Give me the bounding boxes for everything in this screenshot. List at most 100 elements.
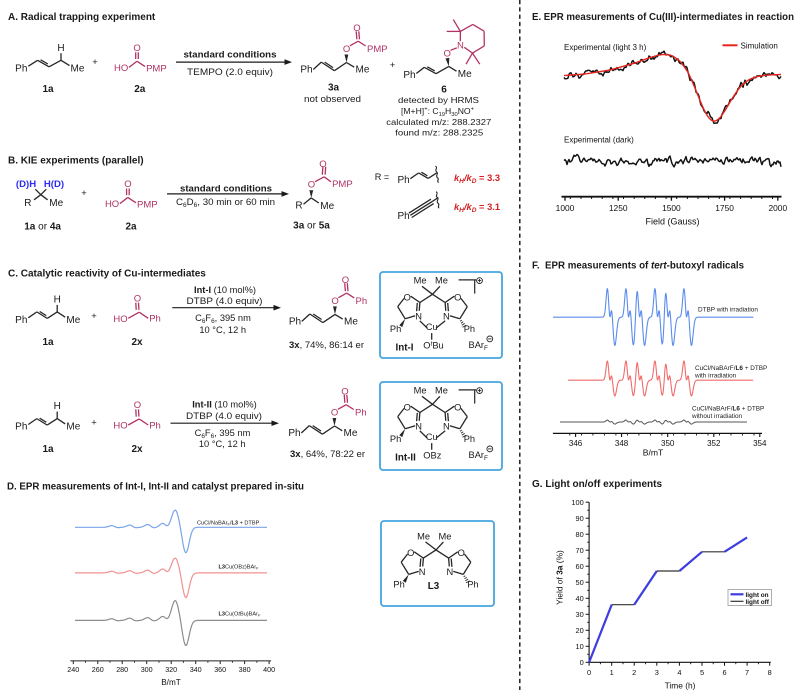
svg-text:352: 352: [707, 439, 721, 448]
svg-text:O: O: [404, 292, 411, 302]
svg-text:O: O: [319, 159, 326, 170]
svg-text:N: N: [457, 41, 464, 52]
svg-text:Ph: Ph: [390, 434, 401, 444]
svg-text:Ph: Ph: [390, 324, 401, 334]
svg-text:O: O: [134, 400, 141, 411]
svg-text:50: 50: [575, 578, 583, 587]
svg-text:380: 380: [239, 665, 251, 674]
svg-text:O: O: [407, 548, 414, 558]
svg-text:Ph: Ph: [393, 580, 404, 590]
svg-text:Me: Me: [435, 386, 448, 396]
svg-text:360: 360: [214, 665, 226, 674]
svg-text:B/mT: B/mT: [161, 678, 181, 687]
svg-text:C6D6, 30 min or 60 min: C6D6, 30 min or 60 min: [176, 197, 275, 209]
svg-text:10 °C, 12 h: 10 °C, 12 h: [199, 325, 246, 335]
svg-text:Ph: Ph: [464, 324, 475, 334]
svg-text:O: O: [331, 296, 338, 307]
svg-text:standard conditions: standard conditions: [180, 183, 272, 193]
svg-text:B/mT: B/mT: [643, 447, 664, 457]
svg-text:E. EPR measurements of Cu(III): E. EPR measurements of Cu(III)-intermedi…: [532, 12, 794, 23]
svg-text:O: O: [308, 180, 315, 191]
svg-text:1250: 1250: [609, 203, 628, 213]
svg-text:340: 340: [190, 665, 202, 674]
svg-text:0: 0: [580, 658, 584, 667]
svg-text:HO: HO: [105, 199, 119, 210]
svg-text:8: 8: [768, 668, 772, 677]
svg-text:calculated m/z: 288.2327: calculated m/z: 288.2327: [386, 117, 491, 127]
svg-text:without irradiation: without irradiation: [691, 413, 743, 420]
svg-text:Time (h): Time (h): [665, 680, 696, 690]
svg-text:Ph: Ph: [397, 211, 409, 222]
svg-text:BArF: BArF: [469, 340, 489, 352]
svg-text:Me: Me: [439, 531, 452, 541]
svg-text:O: O: [341, 387, 348, 398]
svg-text:HO: HO: [113, 421, 127, 432]
svg-text:2a: 2a: [134, 84, 146, 95]
svg-text:6: 6: [441, 84, 447, 95]
svg-text:3a or 5a: 3a or 5a: [293, 221, 330, 232]
svg-text:N: N: [447, 567, 454, 577]
svg-text:Ph: Ph: [15, 315, 27, 326]
svg-text:light on: light on: [746, 592, 769, 599]
svg-text:N: N: [419, 567, 426, 577]
svg-text:1500: 1500: [662, 203, 681, 213]
svg-text:Me: Me: [417, 531, 430, 541]
svg-text:Ph: Ph: [289, 317, 301, 328]
svg-text:H: H: [54, 294, 61, 305]
svg-text:O: O: [342, 275, 349, 286]
svg-text:DTBP with irradiation: DTBP with irradiation: [698, 307, 758, 314]
svg-text:Ph: Ph: [288, 428, 300, 439]
svg-text:PMP: PMP: [367, 44, 388, 55]
svg-text:10: 10: [575, 642, 583, 651]
svg-text:N: N: [415, 312, 422, 322]
svg-text:Field (Gauss): Field (Gauss): [645, 217, 699, 227]
svg-text:OBz: OBz: [423, 450, 441, 460]
svg-text:PMP: PMP: [137, 200, 158, 211]
svg-text:350: 350: [661, 439, 675, 448]
svg-text:O: O: [404, 402, 411, 412]
svg-text:Yield of 3a (%): Yield of 3a (%): [555, 550, 565, 605]
svg-text:O: O: [124, 179, 131, 190]
svg-text:3x, 74%, 86:14 er: 3x, 74%, 86:14 er: [289, 340, 364, 351]
svg-text:O: O: [343, 44, 350, 55]
svg-text:L3Cu(OBz)BArF: L3Cu(OBz)BArF: [219, 564, 260, 570]
svg-text:1000: 1000: [556, 203, 575, 213]
svg-text:R: R: [295, 200, 302, 211]
svg-text:with irradiation: with irradiation: [694, 373, 737, 380]
svg-text:C6F6, 395 nm: C6F6, 395 nm: [195, 313, 251, 325]
svg-text:Experimental (dark): Experimental (dark): [564, 136, 634, 145]
svg-text:Ph: Ph: [15, 422, 27, 433]
svg-text:2x: 2x: [131, 444, 143, 455]
svg-text:D. EPR measurements of Int-I,: D. EPR measurements of Int-I, Int-II and…: [7, 481, 304, 492]
svg-text:CuCl/NaBArF/L6 + DTBP: CuCl/NaBArF/L6 + DTBP: [695, 365, 767, 372]
svg-text:HO: HO: [113, 314, 127, 325]
svg-text:DTBP (4.0 equiv): DTBP (4.0 equiv): [186, 411, 262, 421]
svg-text:DTBP (4.0 equiv): DTBP (4.0 equiv): [187, 296, 263, 306]
svg-text:348: 348: [615, 439, 629, 448]
svg-text:70: 70: [575, 546, 583, 555]
svg-text:Int-I: Int-I: [396, 343, 414, 354]
svg-text:1a: 1a: [42, 444, 54, 455]
svg-text:A. Radical trapping experiment: A. Radical trapping experiment: [8, 12, 156, 23]
svg-text:7: 7: [745, 668, 749, 677]
svg-text:OtBu: OtBu: [423, 340, 443, 350]
svg-text:Me: Me: [71, 63, 85, 74]
svg-text:PMP: PMP: [146, 63, 167, 74]
svg-text:1a: 1a: [42, 84, 54, 95]
svg-text:354: 354: [753, 439, 767, 448]
svg-text:Experimental (light 3 h): Experimental (light 3 h): [564, 43, 647, 52]
svg-text:BArF: BArF: [469, 450, 489, 462]
svg-text:Me: Me: [320, 201, 334, 212]
svg-text:300: 300: [141, 665, 153, 674]
svg-text:Int-II (10 mol%): Int-II (10 mol%): [192, 399, 257, 409]
svg-text:+: +: [390, 60, 396, 71]
svg-text:Int-I (10 mol%): Int-I (10 mol%): [194, 285, 256, 295]
svg-text:C. Catalytic reactivity of Cu-: C. Catalytic reactivity of Cu-intermedia…: [8, 269, 206, 280]
svg-text:2x: 2x: [131, 337, 143, 348]
svg-text:Ph: Ph: [397, 175, 409, 186]
svg-text:1a: 1a: [42, 337, 54, 348]
svg-text:+: +: [91, 418, 97, 429]
svg-text:Me: Me: [344, 317, 358, 328]
svg-text:H: H: [57, 43, 64, 54]
svg-text:B. KIE experiments (parallel): B. KIE experiments (parallel): [8, 156, 144, 167]
